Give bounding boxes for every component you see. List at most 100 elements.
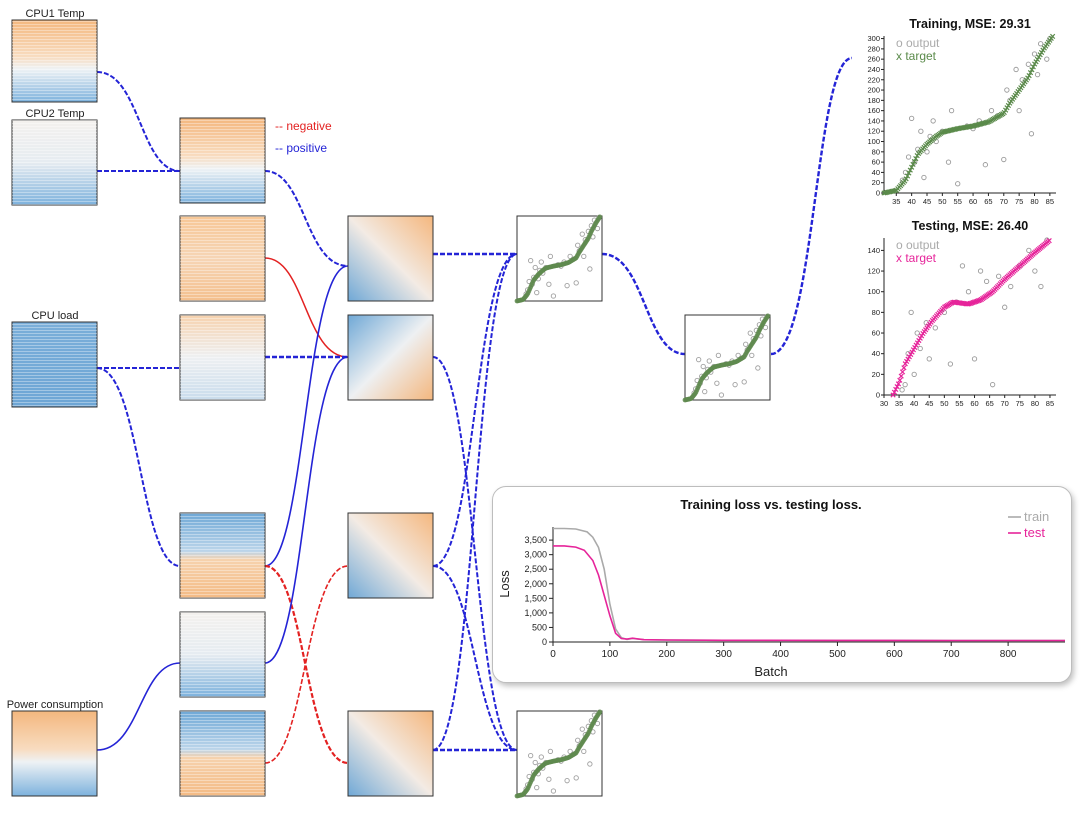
output-point — [696, 356, 702, 363]
heatmap-texture — [12, 322, 97, 407]
heatmap-texture — [180, 118, 265, 203]
output-point — [971, 356, 978, 362]
final-output-node — [682, 313, 771, 403]
output-point — [700, 363, 706, 370]
output-point — [983, 278, 990, 285]
y-tick-label: 260 — [867, 55, 880, 64]
chart-title: Training, MSE: 29.31 — [909, 17, 1031, 31]
link-power-h5 — [96, 662, 181, 751]
link-m4-o1 — [433, 254, 517, 357]
target-point — [597, 214, 603, 220]
y-tick-label: 2,000 — [524, 579, 547, 589]
input-label-cpu1: CPU1 Temp — [25, 8, 84, 20]
heatmap-texture — [180, 216, 265, 301]
target-point — [910, 161, 916, 167]
y-tick-label: 120 — [867, 127, 880, 136]
x-tick-label: 0 — [550, 649, 556, 660]
link-legend: -- negative -- positive — [275, 119, 332, 155]
link-h5-m2 — [264, 356, 349, 664]
input-label-cpu2: CPU2 Temp — [25, 108, 84, 120]
link-h1-m1 — [264, 170, 349, 267]
output-point — [1013, 66, 1019, 73]
link-h6-m5 — [265, 566, 348, 763]
output-point — [982, 162, 989, 168]
target-point — [906, 170, 912, 176]
output-point — [955, 181, 961, 187]
y-tick-label: 0 — [542, 637, 547, 647]
y-tick-label: 120 — [867, 267, 880, 276]
input-label-power: Power consumption — [7, 699, 104, 711]
y-tick-label: 1,000 — [524, 608, 547, 618]
x-tick-label: 60 — [970, 399, 978, 408]
y-tick-label: 500 — [532, 622, 547, 632]
y-tick-label: 100 — [867, 137, 880, 146]
link-final-out — [770, 56, 853, 356]
output-point — [1008, 283, 1014, 290]
y-tick-label: 20 — [872, 178, 880, 187]
y-tick-label: 3,500 — [524, 535, 547, 545]
y-tick-label: 1,500 — [524, 593, 547, 603]
output-point — [528, 752, 534, 759]
legend-positive: -- positive — [275, 141, 327, 155]
output-point — [921, 174, 927, 181]
output-point — [1004, 87, 1010, 93]
output-node-1 — [514, 214, 603, 304]
link-h4-m1 — [264, 265, 349, 567]
output-point — [579, 726, 585, 732]
output-point — [718, 392, 725, 398]
legend-output: o output — [896, 238, 940, 252]
x-tick-label: 30 — [880, 399, 888, 408]
target-point — [1049, 33, 1056, 40]
output-point — [587, 761, 593, 767]
x-tick-label: 40 — [907, 197, 915, 206]
x-tick-label: 45 — [923, 197, 931, 206]
x-tick-label: 85 — [1046, 399, 1054, 408]
x-tick-label: 200 — [658, 649, 675, 660]
target-point — [975, 298, 982, 304]
target-point — [909, 164, 915, 170]
y-tick-label: 220 — [867, 75, 880, 84]
output-point — [1034, 71, 1041, 78]
input-label-cpuload: CPU load — [31, 310, 78, 322]
legend-label-train: train — [1024, 509, 1049, 524]
output-node-2 — [514, 709, 603, 799]
link-m3-o1 — [432, 253, 518, 567]
target-point — [893, 386, 899, 393]
target-point — [597, 709, 603, 715]
target-point — [1046, 238, 1052, 244]
output-point — [741, 379, 747, 385]
output-point — [965, 289, 972, 295]
x-tick-label: 100 — [602, 649, 619, 660]
heatmap-texture — [12, 20, 97, 102]
hidden2-node-4 — [347, 710, 434, 797]
output-point — [567, 748, 573, 755]
x-tick-label: 65 — [984, 197, 992, 206]
y-tick-label: 140 — [867, 116, 880, 125]
x-tick-label: 55 — [955, 399, 963, 408]
x-tick-label: 400 — [772, 649, 789, 660]
input-heatmap-power — [11, 710, 98, 797]
target-point — [1026, 72, 1032, 79]
series-line-train — [553, 527, 1065, 642]
x-tick-label: 50 — [940, 399, 948, 408]
y-tick-label: 300 — [867, 34, 880, 43]
output-point — [706, 358, 712, 364]
loss-chart-panel: Training loss vs. testing loss. 0 500 1,000… — [492, 486, 1072, 683]
output-point — [948, 107, 955, 114]
output-point — [911, 371, 917, 377]
x-tick-label: 80 — [1030, 197, 1038, 206]
training-scatter-chart: Training, MSE: 29.3102040608010012014016… — [867, 17, 1056, 206]
output-point — [908, 115, 915, 122]
target-point — [765, 313, 771, 319]
y-tick-label: 2,500 — [524, 564, 547, 574]
heatmap-texture — [180, 711, 265, 796]
output-point — [1026, 247, 1032, 254]
legend-target: x target — [896, 49, 937, 63]
loss-line-chart: Training loss vs. testing loss. 0 500 1,000… — [497, 497, 1065, 679]
target-point — [890, 392, 896, 398]
output-point — [1002, 304, 1008, 310]
target-point — [901, 365, 907, 371]
x-tick-label: 300 — [715, 649, 732, 660]
output-point — [532, 264, 538, 271]
